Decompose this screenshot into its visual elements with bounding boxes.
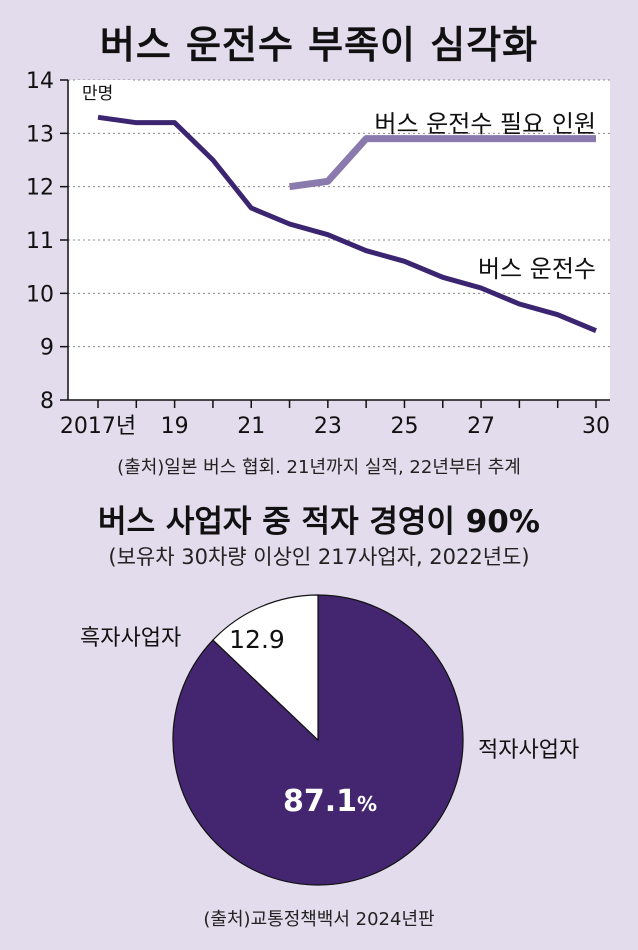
x-tick-label: 21 <box>237 414 265 439</box>
y-tick-label: 12 <box>26 176 54 201</box>
x-tick-label: 19 <box>161 414 189 439</box>
x-tick-label: 23 <box>314 414 342 439</box>
line-chart: 8 9 10 11 12 13 14 2017년 19 21 23 25 27 30 만명 버스 운전수… <box>26 69 610 439</box>
pie-value-deficit-number: 87.1 <box>283 784 357 819</box>
pie-label-profit: 흑자사업자 <box>80 626 181 651</box>
y-tick-label: 14 <box>26 69 54 94</box>
pie-slice-profit <box>212 594 319 742</box>
y-tick-label: 13 <box>26 122 54 147</box>
pie-value-deficit: 87.1% <box>283 784 377 819</box>
series-label-drivers: 버스 운전수 <box>478 255 596 283</box>
x-tick-label: 27 <box>467 414 495 439</box>
y-tick-label: 8 <box>40 389 54 414</box>
pie-subtitle: (보유차 30차량 이상인 217사업자, 2022년도) <box>108 545 530 569</box>
pie-title: 버스 사업자 중 적자 경영이 90% <box>98 504 540 540</box>
series-line-drivers <box>97 114 597 333</box>
y-tick-label: 10 <box>26 282 54 307</box>
pie-value-deficit-unit: % <box>357 792 377 816</box>
source-pie-chart: (출처)교통정책백서 2024년판 <box>203 909 435 930</box>
unit-label-bg <box>78 80 130 106</box>
y-tick-label: 9 <box>40 336 54 361</box>
x-tick-label: 25 <box>390 414 418 439</box>
pie-value-profit: 12.9 <box>229 625 285 654</box>
chart-title: 버스 운전수 부족이 심각화 <box>99 23 539 67</box>
series-label-required: 버스 운전수 필요 인원 <box>374 110 596 138</box>
pie-label-deficit: 적자사업자 <box>478 738 579 763</box>
y-tick-label: 11 <box>26 229 54 254</box>
y-unit-label: 만명 <box>82 84 113 104</box>
x-tick-label: 2017년 <box>60 414 136 439</box>
x-tick-label: 30 <box>582 414 610 439</box>
source-line-chart: (출처)일본 버스 협회. 21년까지 실적, 22년부터 추계 <box>117 457 521 478</box>
